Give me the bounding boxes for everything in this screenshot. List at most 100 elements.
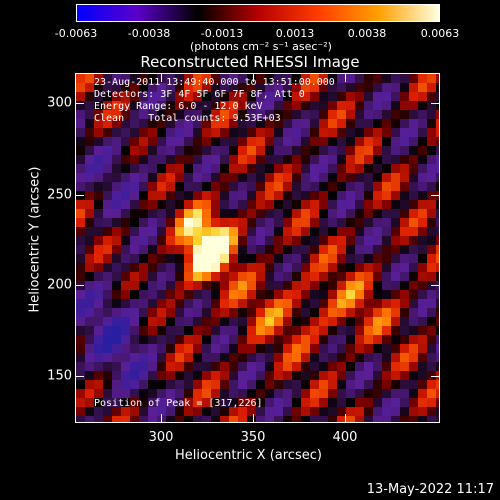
heatmap-pixel [220,263,229,272]
heatmap-pixel [265,227,274,236]
heatmap-pixel [220,272,229,281]
heatmap-pixel [283,362,292,371]
heatmap-pixel [238,254,247,263]
heatmap-pixel [346,290,355,299]
heatmap-pixel [382,137,391,146]
heatmap-pixel [346,74,355,83]
heatmap-pixel [274,236,283,245]
heatmap-pixel [148,326,157,335]
heatmap-pixel [373,209,382,218]
heatmap-pixel [229,317,238,326]
heatmap-pixel [94,155,103,164]
time-range-text: 23-Aug-2011 13:49:40.000 to 13:51:00.000 [94,77,335,88]
heatmap-pixel [346,92,355,101]
heatmap-pixel [382,92,391,101]
heatmap-pixel [436,299,439,308]
heatmap-pixel [436,245,439,254]
heatmap-pixel [94,92,103,101]
heatmap-pixel [283,173,292,182]
heatmap-pixel [85,182,94,191]
heatmap-pixel [400,335,409,344]
heatmap-pixel [328,137,337,146]
heatmap-pixel [166,281,175,290]
heatmap-canvas [76,74,439,422]
heatmap-pixel [301,110,310,119]
heatmap-pixel [220,299,229,308]
heatmap-pixel [427,110,436,119]
heatmap-pixel [103,209,112,218]
heatmap-pixel [166,137,175,146]
heatmap-pixel [148,263,157,272]
heatmap-pixel [193,227,202,236]
heatmap-pixel [427,101,436,110]
heatmap-pixel [148,290,157,299]
heatmap-pixel [409,308,418,317]
heatmap-pixel [283,92,292,101]
heatmap-pixel [292,137,301,146]
heatmap-pixel [130,92,139,101]
heatmap-pixel [418,164,427,173]
heatmap-pixel [283,344,292,353]
heatmap-pixel [112,191,121,200]
heatmap-pixel [211,416,220,422]
heatmap-pixel [94,110,103,119]
heatmap-pixel [166,308,175,317]
heatmap-pixel [202,101,211,110]
heatmap-pixel [211,191,220,200]
heatmap-pixel [121,389,130,398]
heatmap-pixel [364,317,373,326]
heatmap-pixel [400,137,409,146]
heatmap-pixel [355,173,364,182]
heatmap-pixel [148,92,157,101]
heatmap-pixel [400,389,409,398]
heatmap-pixel [238,389,247,398]
heatmap-pixel [85,200,94,209]
heatmap-pixel [94,146,103,155]
heatmap-pixel [364,146,373,155]
heatmap-pixel [184,407,193,416]
heatmap-pixel [121,308,130,317]
heatmap-pixel [373,299,382,308]
heatmap-pixel [265,119,274,128]
heatmap-pixel [175,119,184,128]
heatmap-pixel [76,110,85,119]
heatmap-pixel [391,110,400,119]
heatmap-pixel [103,245,112,254]
heatmap-pixel [382,263,391,272]
heatmap-pixel [364,335,373,344]
heatmap-pixel [211,146,220,155]
heatmap-pixel [193,74,202,83]
heatmap-pixel [139,200,148,209]
heatmap-pixel [94,182,103,191]
heatmap-pixel [409,155,418,164]
heatmap-pixel [211,182,220,191]
heatmap-pixel [166,380,175,389]
heatmap-pixel [328,146,337,155]
heatmap-pixel [220,416,229,422]
heatmap-pixel [382,416,391,422]
heatmap-pixel [427,146,436,155]
heatmap-pixel [436,335,439,344]
heatmap-pixel [112,200,121,209]
heatmap-pixel [400,200,409,209]
heatmap-pixel [256,398,265,407]
heatmap-pixel [274,299,283,308]
heatmap-pixel [436,371,439,380]
heatmap-pixel [292,92,301,101]
heatmap-pixel [319,110,328,119]
heatmap-pixel [175,200,184,209]
heatmap-pixel [220,83,229,92]
heatmap-pixel [310,380,319,389]
heatmap-pixel [184,209,193,218]
heatmap-pixel [292,362,301,371]
heatmap-pixel [184,74,193,83]
heatmap-pixel [103,83,112,92]
heatmap-pixel [409,200,418,209]
heatmap-pixel [130,101,139,110]
heatmap-pixel [247,272,256,281]
heatmap-pixel [157,272,166,281]
heatmap-pixel [130,281,139,290]
heatmap-pixel [391,209,400,218]
heatmap-pixel [112,398,121,407]
heatmap-pixel [202,317,211,326]
